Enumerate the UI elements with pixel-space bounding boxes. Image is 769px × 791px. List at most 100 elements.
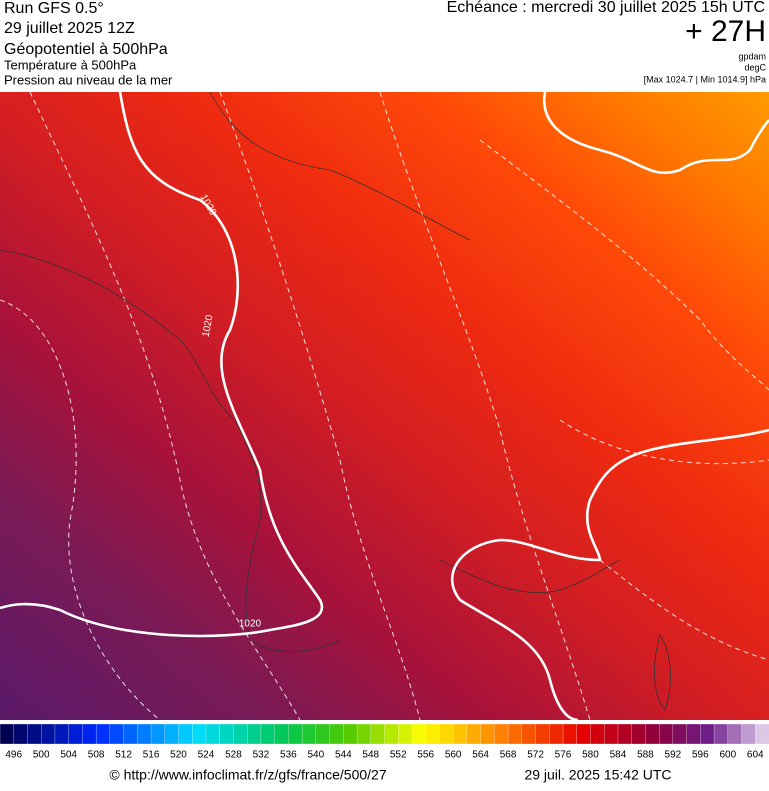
colorbar-swatch bbox=[439, 723, 454, 745]
colorbar-swatch bbox=[13, 723, 29, 745]
colorbar: 496 500 504 508 512 516 520 524 528 532 536 540 544 5… bbox=[0, 723, 769, 761]
colorbar-swatch bbox=[631, 723, 647, 745]
coastlines bbox=[0, 91, 671, 711]
colorbar-label: 556 bbox=[417, 750, 434, 761]
run-date: 29 juillet 2025 12Z bbox=[4, 20, 135, 37]
colorbar-swatch bbox=[95, 723, 111, 745]
colorbar-swatch bbox=[219, 723, 235, 745]
colorbar-swatch bbox=[178, 723, 193, 745]
colorbar-swatch bbox=[68, 723, 84, 745]
run-title: Run GFS 0.5° bbox=[4, 0, 104, 17]
isobars bbox=[0, 91, 769, 722]
colorbar-swatch bbox=[713, 723, 729, 745]
colorbar-label: 496 bbox=[5, 750, 22, 761]
colorbar-swatch bbox=[494, 723, 509, 745]
colorbar-swatch bbox=[233, 723, 248, 745]
colorbar-swatch bbox=[0, 723, 15, 745]
colorbar-swatch bbox=[507, 723, 523, 745]
colorbar-label: 508 bbox=[88, 750, 105, 761]
colorbar-swatch bbox=[123, 723, 138, 745]
colorbar-swatch bbox=[700, 723, 715, 745]
colorbar-label: 592 bbox=[665, 750, 682, 761]
colorbar-label: 532 bbox=[253, 750, 270, 761]
colorbar-label: 588 bbox=[637, 750, 654, 761]
colorbar-swatch bbox=[370, 723, 386, 745]
colorbar-label: 576 bbox=[555, 750, 572, 761]
colorbar-swatch bbox=[658, 723, 674, 745]
colorbar-swatch bbox=[562, 723, 578, 745]
colorbar-swatch bbox=[82, 723, 97, 745]
colorbar-swatch bbox=[576, 723, 592, 745]
temperature-label: Température à 500hPa bbox=[4, 57, 137, 72]
colorbar-swatch bbox=[109, 723, 125, 745]
colorbar-label: 520 bbox=[170, 750, 187, 761]
colorbar-swatch bbox=[301, 723, 317, 745]
colorbar-swatch bbox=[260, 723, 276, 745]
footer-timestamp: 29 juil. 2025 15:42 UTC bbox=[524, 767, 671, 783]
colorbar-swatch bbox=[192, 723, 207, 745]
colorbar-swatch bbox=[755, 723, 769, 745]
colorbar-swatch bbox=[288, 723, 303, 745]
map: 1020 1020 1020 bbox=[0, 91, 769, 722]
colorbar-swatch bbox=[164, 723, 180, 745]
isobar-label: 1020 bbox=[239, 619, 262, 630]
pressure-label: Pression au niveau de la mer bbox=[4, 72, 173, 87]
colorbar-label: 552 bbox=[390, 750, 407, 761]
colorbar-swatch bbox=[727, 723, 743, 745]
colorbar-swatch bbox=[425, 723, 441, 745]
colorbar-swatch bbox=[384, 723, 399, 745]
colorbar-swatch bbox=[54, 723, 70, 745]
unit-temp: degC bbox=[744, 62, 766, 72]
colorbar-swatch bbox=[453, 723, 468, 745]
colorbar-swatch bbox=[590, 723, 605, 745]
colorbar-swatch bbox=[343, 723, 358, 745]
colorbar-swatch bbox=[329, 723, 344, 745]
colorbar-label: 516 bbox=[143, 750, 160, 761]
colorbar-label: 500 bbox=[33, 750, 50, 761]
colorbar-label: 600 bbox=[719, 750, 736, 761]
colorbar-label: 572 bbox=[527, 750, 544, 761]
colorbar-swatch bbox=[398, 723, 413, 745]
colorbar-label: 528 bbox=[225, 750, 242, 761]
colorbar-swatch bbox=[480, 723, 496, 745]
colorbar-swatch bbox=[617, 723, 633, 745]
colorbar-label: 584 bbox=[610, 750, 627, 761]
colorbar-swatch bbox=[27, 723, 42, 745]
echeance: Echéance : mercredi 30 juillet 2025 15h … bbox=[447, 0, 765, 16]
colorbar-swatch bbox=[411, 723, 427, 745]
colorbar-swatch bbox=[466, 723, 482, 745]
colorbar-swatch bbox=[604, 723, 619, 745]
isobar-label: 1020 bbox=[201, 314, 216, 338]
colorbar-label: 524 bbox=[198, 750, 215, 761]
colorbar-label: 504 bbox=[60, 750, 77, 761]
colorbar-label: 604 bbox=[747, 750, 764, 761]
colorbar-swatch bbox=[521, 723, 537, 745]
colorbar-swatch bbox=[686, 723, 701, 745]
colorbar-swatch bbox=[356, 723, 372, 745]
colorbar-swatch bbox=[549, 723, 564, 745]
colorbar-label: 596 bbox=[692, 750, 709, 761]
colorbar-swatch bbox=[741, 723, 756, 745]
colorbar-label: 540 bbox=[307, 750, 324, 761]
colorbar-swatch bbox=[645, 723, 660, 745]
colorbar-label: 512 bbox=[115, 750, 132, 761]
colorbar-swatch bbox=[274, 723, 290, 745]
colorbar-label: 568 bbox=[500, 750, 517, 761]
colorbar-swatch bbox=[150, 723, 166, 745]
colorbar-swatch bbox=[41, 723, 56, 745]
colorbar-swatch bbox=[535, 723, 550, 745]
temperature-field bbox=[0, 92, 769, 720]
lead-time: + 27H bbox=[685, 15, 766, 48]
colorbar-label: 580 bbox=[582, 750, 599, 761]
footer-url: © http://www.infoclimat.fr/z/gfs/france/… bbox=[109, 767, 386, 783]
colorbar-label: 544 bbox=[335, 750, 352, 761]
temperature-isolines bbox=[0, 91, 769, 721]
pressure-range: [Max 1024.7 | Min 1014.9] hPa bbox=[644, 74, 766, 84]
colorbar-label: 560 bbox=[445, 750, 462, 761]
field-name: Géopotentiel à 500hPa bbox=[4, 41, 168, 58]
colorbar-label: 548 bbox=[362, 750, 379, 761]
colorbar-label: 536 bbox=[280, 750, 297, 761]
colorbar-swatch bbox=[315, 723, 331, 745]
colorbar-swatch bbox=[137, 723, 152, 745]
